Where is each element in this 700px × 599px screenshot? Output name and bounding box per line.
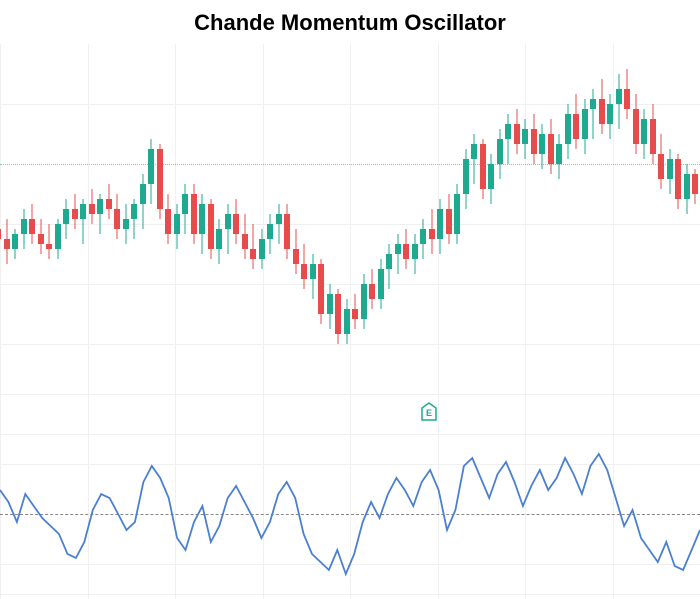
candle xyxy=(250,44,256,394)
candle xyxy=(148,44,154,394)
candle xyxy=(80,44,86,394)
candle xyxy=(46,44,52,394)
candle xyxy=(191,44,197,394)
candle xyxy=(361,44,367,394)
candle xyxy=(675,44,681,394)
candle xyxy=(616,44,622,394)
candle xyxy=(301,44,307,394)
candle xyxy=(12,44,18,394)
candle xyxy=(259,44,265,394)
candle xyxy=(403,44,409,394)
candle xyxy=(0,44,1,394)
candle xyxy=(106,44,112,394)
chart-area: E xyxy=(0,44,700,599)
candle xyxy=(395,44,401,394)
candle xyxy=(497,44,503,394)
candle xyxy=(21,44,27,394)
candle xyxy=(293,44,299,394)
candle xyxy=(199,44,205,394)
candle xyxy=(480,44,486,394)
candle xyxy=(344,44,350,394)
candle xyxy=(505,44,511,394)
candle xyxy=(590,44,596,394)
candle xyxy=(284,44,290,394)
candle xyxy=(4,44,10,394)
candle xyxy=(165,44,171,394)
candle xyxy=(446,44,452,394)
candle xyxy=(369,44,375,394)
candle xyxy=(182,44,188,394)
candle xyxy=(327,44,333,394)
candle xyxy=(412,44,418,394)
candle xyxy=(463,44,469,394)
candle xyxy=(89,44,95,394)
candle xyxy=(454,44,460,394)
candle xyxy=(692,44,698,394)
candle xyxy=(97,44,103,394)
candle xyxy=(114,44,120,394)
candle xyxy=(140,44,146,394)
candle xyxy=(633,44,639,394)
candle xyxy=(582,44,588,394)
candle xyxy=(63,44,69,394)
grid-h xyxy=(0,394,700,395)
candle xyxy=(233,44,239,394)
candle xyxy=(658,44,664,394)
candle xyxy=(667,44,673,394)
candle xyxy=(55,44,61,394)
badge-letter: E xyxy=(426,408,432,418)
candle xyxy=(123,44,129,394)
oscillator-chart[interactable] xyxy=(0,434,700,594)
event-badge[interactable]: E xyxy=(420,402,438,422)
candle xyxy=(607,44,613,394)
candle xyxy=(531,44,537,394)
candle xyxy=(267,44,273,394)
candle xyxy=(29,44,35,394)
candle xyxy=(335,44,341,394)
candle xyxy=(488,44,494,394)
candle xyxy=(216,44,222,394)
candle xyxy=(318,44,324,394)
candle xyxy=(624,44,630,394)
candle xyxy=(471,44,477,394)
candle xyxy=(522,44,528,394)
candle xyxy=(573,44,579,394)
candle xyxy=(225,44,231,394)
candle xyxy=(429,44,435,394)
candle xyxy=(599,44,605,394)
candle xyxy=(565,44,571,394)
candle xyxy=(386,44,392,394)
candle xyxy=(131,44,137,394)
candle xyxy=(242,44,248,394)
candlestick-chart[interactable] xyxy=(0,44,700,394)
candle xyxy=(352,44,358,394)
candle xyxy=(208,44,214,394)
candle xyxy=(641,44,647,394)
candle xyxy=(556,44,562,394)
candle xyxy=(437,44,443,394)
candle xyxy=(72,44,78,394)
candle xyxy=(38,44,44,394)
candle xyxy=(684,44,690,394)
candle xyxy=(276,44,282,394)
candle xyxy=(310,44,316,394)
chart-title: Chande Momentum Oscillator xyxy=(0,0,700,44)
candle xyxy=(174,44,180,394)
candle xyxy=(420,44,426,394)
candle xyxy=(650,44,656,394)
candle xyxy=(548,44,554,394)
candle xyxy=(378,44,384,394)
candle xyxy=(514,44,520,394)
candle xyxy=(157,44,163,394)
candle xyxy=(539,44,545,394)
